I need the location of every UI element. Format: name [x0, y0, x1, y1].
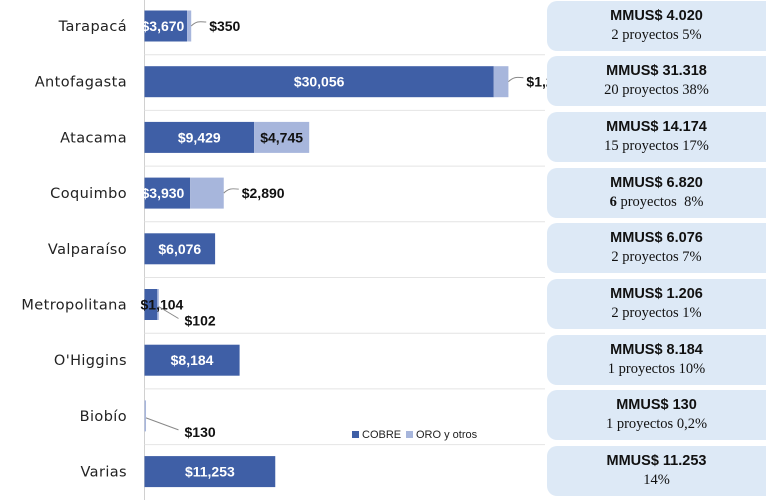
bar-oro — [187, 10, 192, 42]
summary-box: MMUS$ 14.174 15 proyectos 17% — [547, 111, 766, 162]
leader-line — [190, 21, 207, 27]
summary-detail-text: 15 proyectos 17% — [604, 137, 709, 154]
summary-detail: 2 proyectos 5% — [611, 26, 701, 45]
legend-swatch-oro — [406, 431, 413, 438]
summary-box: MMUS$ 31.318 20 proyectos 38% — [547, 56, 766, 107]
category-label: Tarapacá — [58, 19, 127, 35]
data-label-cobre: $1,104 — [141, 297, 184, 313]
bar-oro — [157, 289, 159, 320]
summary-detail-count: 6 — [609, 193, 617, 210]
data-label-oro: $2,890 — [242, 185, 285, 201]
summary-box: MMUS$ 6.076 2 proyectos 7% — [547, 223, 766, 274]
data-label-oro: $130 — [185, 424, 216, 440]
summary-detail-text: proyectos 8% — [616, 193, 704, 210]
data-label-cobre: $3,670 — [142, 18, 185, 34]
category-label: Antofagasta — [35, 75, 127, 91]
leader-line — [223, 188, 239, 194]
bar-oro — [144, 400, 147, 432]
summary-detail-text: 20 proyectos 38% — [604, 82, 709, 99]
summary-amount: MMUS$ 6.076 — [610, 230, 703, 247]
leader-line — [145, 417, 179, 431]
bar-oro — [493, 66, 509, 98]
bar-cobre — [144, 233, 216, 265]
summary-amount: MMUS$ 8.184 — [610, 341, 703, 358]
bar-cobre — [144, 456, 276, 488]
category-label: Metropolitana — [21, 298, 127, 314]
legend-label-cobre: COBRE — [362, 429, 401, 441]
bar-oro — [190, 177, 224, 209]
summary-detail: 1 proyectos 10% — [608, 360, 705, 379]
summary-detail: 2 proyectos 1% — [611, 304, 701, 323]
category-label: O'Higgins — [54, 353, 127, 369]
leader-line — [158, 306, 179, 319]
data-label-cobre: $30,056 — [294, 74, 345, 90]
data-label-oro: $350 — [209, 18, 240, 34]
summary-detail-text: 2 proyectos 5% — [611, 26, 702, 43]
legend-swatch-cobre — [352, 431, 359, 438]
summary-detail: 6 proyectos 8% — [610, 193, 704, 212]
summary-box: MMUS$ 8.184 1 proyectos 10% — [547, 334, 766, 385]
category-label: Coquimbo — [50, 186, 127, 202]
summary-box: MMUS$ 1.206 2 proyectos 1% — [547, 279, 766, 329]
summary-detail: 14% — [643, 471, 670, 490]
summary-amount: MMUS$ 4.020 — [610, 7, 703, 24]
data-label-cobre: $9,429 — [178, 129, 221, 145]
category-label: Atacama — [60, 130, 127, 146]
summary-detail-text: 14% — [643, 472, 670, 489]
data-label-cobre: $3,930 — [142, 185, 185, 201]
data-label-oro: $4,745 — [260, 129, 303, 145]
bar-cobre — [144, 66, 494, 98]
summary-amount: MMUS$ 14.174 — [606, 118, 707, 135]
summary-detail: 20 proyectos 38% — [604, 81, 709, 100]
summary-box: MMUS$ 130 1 proyectos 0,2% — [547, 390, 766, 441]
bar-oro — [254, 121, 310, 153]
category-label: Varias — [80, 465, 127, 481]
summary-amount: MMUS$ 1.206 — [610, 286, 703, 302]
legend-label-oro: ORO y otros — [416, 429, 478, 441]
bar-cobre — [144, 121, 255, 153]
bar-cobre — [144, 177, 191, 209]
summary-detail-text: 1 proyectos 0,2% — [605, 416, 708, 433]
summary-detail-text: 2 proyectos 1% — [611, 305, 702, 321]
summary-detail: 2 proyectos 7% — [611, 248, 701, 267]
summary-amount: MMUS$ 6.820 — [610, 174, 703, 191]
summary-box: MMUS$ 11.253 14% — [547, 446, 766, 497]
summary-detail-text: 1 proyectos 10% — [607, 360, 706, 377]
summary-amount: MMUS$ 130 — [616, 397, 697, 414]
data-label-cobre: $6,076 — [158, 241, 201, 257]
summary-box: MMUS$ 6.820 6 proyectos 8% — [547, 167, 766, 218]
summary-box: MMUS$ 4.020 2 proyectos 5% — [547, 0, 766, 51]
bar-cobre — [144, 344, 240, 376]
data-label-oro: $102 — [185, 313, 216, 329]
bar-cobre — [144, 10, 188, 42]
summary-detail-text: 2 proyectos 7% — [611, 249, 702, 266]
category-label: Biobío — [80, 409, 127, 425]
data-label-cobre: $11,253 — [185, 464, 235, 480]
category-label: Valparaíso — [48, 242, 127, 258]
leader-line — [508, 76, 524, 83]
summary-detail: 15 proyectos 17% — [604, 137, 709, 156]
summary-amount: MMUS$ 11.253 — [606, 453, 707, 470]
summary-detail: 1 proyectos 0,2% — [606, 415, 707, 434]
data-label-cobre: $8,184 — [171, 352, 214, 368]
summary-amount: MMUS$ 31.318 — [606, 63, 707, 80]
bar-cobre — [144, 289, 158, 320]
